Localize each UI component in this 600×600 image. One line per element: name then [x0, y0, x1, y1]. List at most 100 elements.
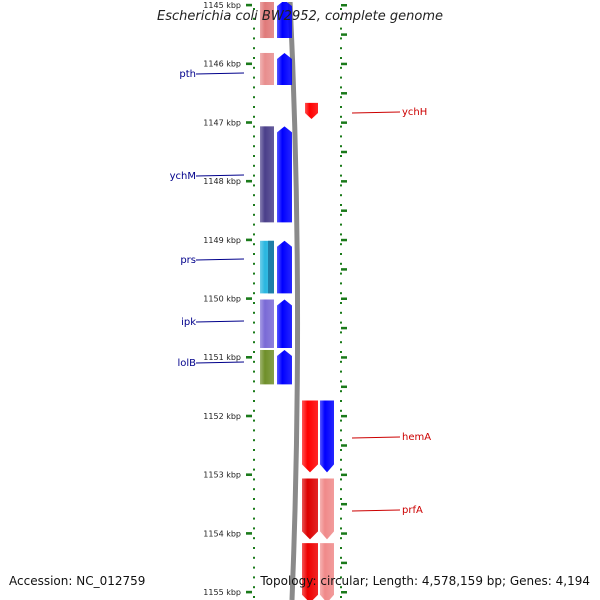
major-tick-right	[341, 326, 347, 330]
minor-tick	[340, 596, 342, 598]
minor-tick	[253, 76, 255, 79]
minor-tick	[253, 331, 255, 334]
gene-label-ipk: ipk	[181, 317, 196, 328]
gene-leader-line	[351, 436, 401, 439]
forward-gene-block	[260, 299, 274, 348]
minor-tick	[340, 498, 342, 500]
forward-gene-block	[260, 126, 274, 223]
minor-tick	[340, 351, 342, 353]
major-tick-right	[341, 502, 347, 506]
minor-tick	[253, 37, 255, 40]
minor-tick	[253, 204, 255, 206]
minor-tick	[340, 400, 342, 402]
major-tick-right	[341, 238, 347, 242]
minor-tick	[253, 57, 255, 59]
reverse-arrow-second-track	[320, 400, 334, 473]
minor-tick	[253, 458, 255, 461]
minor-tick	[253, 233, 255, 236]
minor-tick	[340, 223, 342, 226]
minor-tick	[340, 360, 342, 363]
minor-tick	[340, 272, 342, 275]
minor-tick	[340, 429, 342, 432]
minor-tick	[253, 468, 255, 471]
minor-tick	[340, 370, 342, 373]
forward-arrow	[277, 0, 292, 39]
minor-tick	[340, 419, 342, 422]
gene-label-ychM: ychM	[170, 171, 196, 182]
minor-tick	[340, 488, 342, 491]
major-tick-left	[246, 121, 252, 124]
minor-tick	[253, 586, 255, 589]
minor-tick	[340, 204, 342, 206]
major-tick-right	[341, 414, 347, 418]
minor-tick	[253, 380, 255, 383]
minor-tick	[253, 439, 255, 442]
reverse-arrow	[302, 543, 318, 600]
major-tick-left	[246, 473, 252, 476]
minor-tick	[340, 449, 342, 451]
forward-gene-block	[260, 349, 274, 385]
minor-tick	[340, 586, 342, 589]
minor-tick	[253, 400, 255, 402]
minor-tick	[340, 458, 342, 461]
minor-tick	[340, 155, 342, 157]
minor-tick	[253, 429, 255, 432]
minor-tick	[340, 478, 342, 481]
major-tick-right	[341, 297, 347, 300]
gene-label-ychH: ychH	[402, 107, 427, 118]
minor-tick	[340, 390, 342, 393]
minor-tick	[340, 321, 342, 324]
minor-tick	[253, 576, 255, 579]
minor-tick	[253, 360, 255, 363]
gene-leader-line	[195, 361, 245, 364]
minor-tick	[253, 272, 255, 275]
top-edge	[140, 0, 460, 2]
minor-tick	[253, 419, 255, 422]
gene-leader-line	[195, 174, 245, 177]
minor-tick	[253, 498, 255, 500]
minor-tick	[340, 125, 342, 128]
kbp-label: 1152 kbp	[203, 412, 241, 421]
minor-tick	[253, 66, 255, 69]
minor-tick	[253, 556, 255, 559]
major-tick-right	[341, 385, 347, 389]
accession-label: Accession: NC_012759	[9, 574, 146, 588]
minor-tick	[340, 194, 342, 197]
forward-gene-block	[260, 0, 274, 39]
kbp-label: 1154 kbp	[203, 529, 241, 538]
kbp-label: 1155 kbp	[203, 588, 241, 597]
minor-tick	[340, 66, 342, 69]
minor-tick	[253, 351, 255, 353]
minor-tick	[253, 311, 255, 314]
minor-tick	[340, 47, 342, 50]
major-tick-left	[246, 179, 252, 183]
minor-tick	[253, 243, 255, 246]
gene-label-pth: pth	[179, 69, 196, 80]
genome-summary: Topology: circular; Length: 4,578,159 bp…	[260, 574, 590, 588]
minor-tick	[340, 243, 342, 246]
minor-tick	[340, 145, 342, 148]
kbp-label: 1146 kbp	[203, 60, 241, 69]
minor-tick	[253, 302, 255, 304]
major-tick-right	[341, 209, 347, 212]
minor-tick	[340, 282, 342, 285]
minor-tick	[340, 517, 342, 520]
minor-tick	[253, 223, 255, 226]
minor-tick	[340, 135, 342, 138]
minor-tick	[253, 106, 255, 108]
minor-tick	[253, 537, 255, 540]
gene-leader-line	[351, 111, 401, 114]
forward-arrow	[277, 52, 292, 86]
minor-tick	[340, 17, 342, 20]
minor-tick	[340, 380, 342, 383]
minor-tick	[340, 302, 342, 304]
kbp-label: 1147 kbp	[203, 118, 241, 127]
minor-tick	[253, 155, 255, 157]
kbp-label: 1150 kbp	[203, 295, 241, 304]
minor-tick	[340, 233, 342, 236]
gene-leader-line	[351, 509, 401, 512]
minor-tick	[253, 115, 255, 118]
major-tick-left	[246, 414, 252, 418]
minor-tick	[253, 194, 255, 197]
minor-tick	[253, 321, 255, 324]
